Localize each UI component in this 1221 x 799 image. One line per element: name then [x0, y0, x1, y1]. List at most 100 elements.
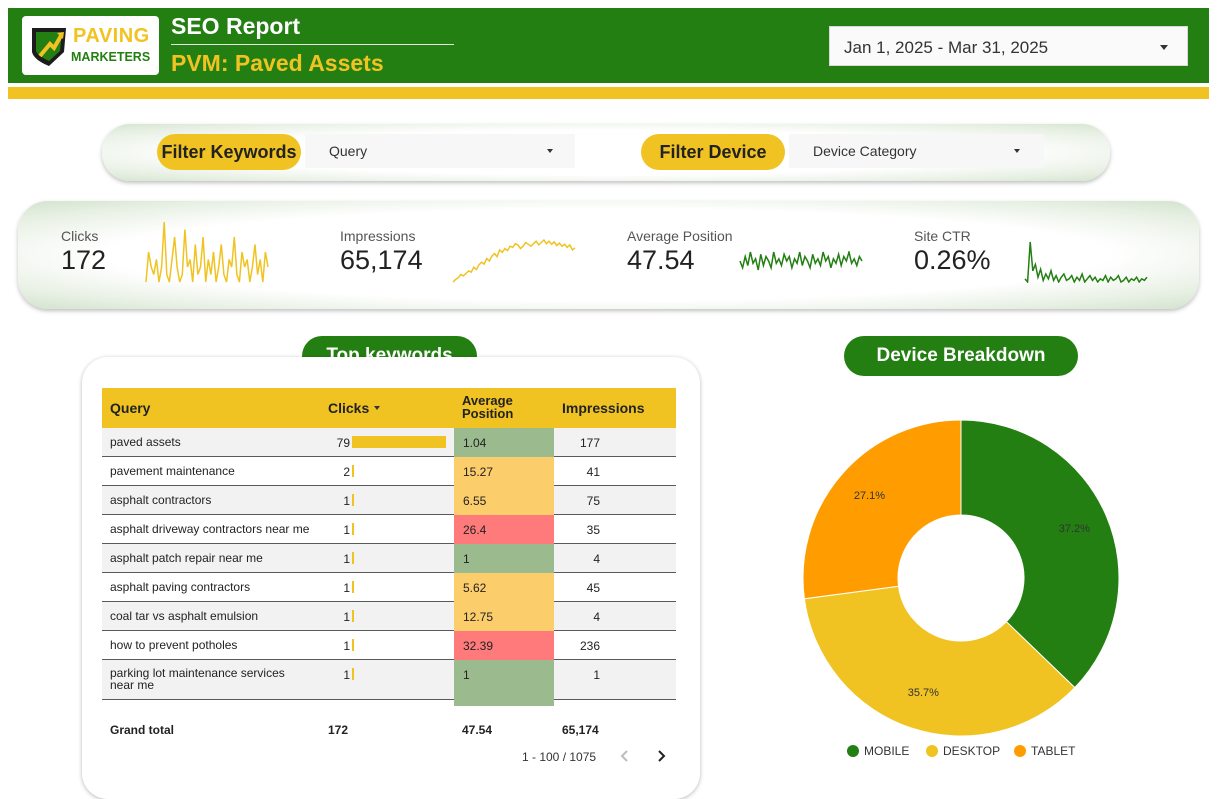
donut-label-desktop: 35.7%: [907, 687, 939, 700]
position-heat-cell: [454, 660, 554, 706]
impressions-sparkline: [452, 239, 576, 283]
cell-impressions: 236: [579, 639, 600, 653]
sort-desc-icon: [374, 406, 380, 410]
position-heat-cell: [454, 486, 554, 515]
cell-average-position: 1: [463, 668, 470, 682]
position-heat-cell: [454, 631, 554, 660]
position-heat-cell: [454, 573, 554, 602]
legend-dot-tablet: [1014, 745, 1026, 757]
clicks-bar: [352, 552, 354, 564]
position-heat-cell: [454, 428, 554, 457]
report-subtitle: PVM: Paved Assets: [171, 50, 384, 76]
prev-page-icon[interactable]: [618, 749, 632, 763]
cell-query: asphalt paving contractors: [110, 580, 251, 594]
legend-label-mobile: MOBILE: [864, 744, 910, 758]
clicks-bar: [352, 581, 354, 593]
cell-impressions: 4: [593, 552, 600, 566]
column-header-position[interactable]: Average Position: [462, 393, 514, 421]
device-breakdown-donut-chart: [802, 419, 1120, 737]
table-row[interactable]: asphalt contractors 1 6.55 75: [102, 486, 676, 515]
cell-query: coal tar vs asphalt emulsion: [110, 609, 259, 623]
cell-clicks: 2: [343, 465, 350, 479]
table-row[interactable]: coal tar vs asphalt emulsion 1 12.75 4: [102, 602, 676, 631]
header-accent-strip: [8, 87, 1209, 99]
position-heat-cell: [454, 602, 554, 631]
cell-impressions: 41: [586, 465, 600, 479]
cell-clicks: 1: [343, 494, 350, 508]
legend-dot-mobile: [847, 745, 859, 757]
sparkline-series-line: [145, 221, 269, 283]
date-range-picker[interactable]: Jan 1, 2025 - Mar 31, 2025: [829, 26, 1188, 66]
kpi-ctr-value: 0.26%: [914, 245, 991, 275]
cell-impressions: 1: [593, 668, 600, 682]
filter-bar: Filter Keywords Query Filter Device Devi…: [102, 124, 1110, 181]
legend-label-desktop: DESKTOP: [943, 744, 1001, 758]
report-title: SEO Report: [171, 13, 301, 39]
cell-clicks: 1: [343, 610, 350, 624]
grand-total-position: 47.54: [462, 723, 493, 737]
logo-text-bottom: MARKETERS: [71, 50, 151, 64]
donut-label-tablet: 27.1%: [853, 490, 886, 503]
position-heat-cell: [454, 515, 554, 544]
chevron-down-icon: [1014, 149, 1020, 153]
table-row[interactable]: paved assets 79 1.04 177: [102, 428, 676, 457]
donut-slice-mobile[interactable]: [960, 419, 1120, 689]
table-row[interactable]: asphalt paving contractors 1 5.62 45: [102, 573, 676, 602]
table-header: Query Clicks Average Position Impression…: [102, 388, 676, 428]
kpi-ctr-label: Site CTR: [914, 228, 971, 244]
cell-average-position: 5.62: [463, 581, 487, 595]
sparkline-series-line: [452, 239, 576, 283]
grand-total-impressions: 65,174: [562, 723, 599, 737]
kpi-position-label: Average Position: [627, 228, 733, 244]
cell-clicks: 1: [343, 552, 350, 566]
sparkline-series-line: [1024, 241, 1148, 283]
column-header-query[interactable]: Query: [110, 400, 151, 416]
cell-query: parking lot maintenance services near me: [110, 666, 285, 692]
query-filter-select[interactable]: Query: [305, 134, 575, 168]
grand-total-clicks: 172: [328, 723, 349, 737]
cell-impressions: 45: [586, 581, 600, 595]
cell-query: paved assets: [110, 435, 181, 449]
device-filter-select[interactable]: Device Category: [789, 134, 1044, 168]
clicks-sparkline: [145, 221, 269, 283]
donut-slice-desktop[interactable]: [803, 585, 1076, 737]
kpi-impressions-label: Impressions: [340, 228, 416, 244]
cell-average-position: 26.4: [463, 523, 487, 537]
cell-query: how to prevent potholes: [110, 638, 238, 652]
cell-query: asphalt driveway contractors near me: [110, 522, 310, 536]
table-row[interactable]: asphalt patch repair near me 1 1 4: [102, 544, 676, 573]
cell-impressions: 177: [579, 436, 600, 450]
cell-average-position: 12.75: [463, 610, 494, 624]
table-row[interactable]: pavement maintenance 2 15.27 41: [102, 457, 676, 486]
logo-text-top: PAVING: [73, 25, 150, 47]
device-breakdown-title: Device Breakdown: [844, 336, 1078, 376]
clicks-bar: [352, 610, 354, 622]
company-logo: PAVING MARKETERS: [22, 16, 159, 75]
cell-clicks: 1: [343, 523, 350, 537]
ctr-sparkline: [1024, 241, 1148, 283]
column-header-clicks-label: Clicks: [328, 400, 370, 416]
cell-query: asphalt contractors: [110, 493, 212, 507]
column-header-impressions[interactable]: Impressions: [562, 400, 645, 416]
clicks-bar: [352, 639, 354, 651]
cell-impressions: 35: [586, 523, 600, 537]
filter-device-label: Filter Device: [641, 134, 785, 170]
donut-label-mobile: 37.2%: [1058, 523, 1090, 536]
sparkline-series-line: [739, 251, 863, 271]
cell-average-position: 6.55: [463, 494, 487, 508]
cell-clicks: 1: [343, 581, 350, 595]
cell-clicks: 1: [343, 668, 350, 682]
cell-impressions: 75: [586, 494, 600, 508]
table-row[interactable]: parking lot maintenance services near me…: [102, 660, 676, 706]
logo-emblem-icon: [32, 28, 66, 66]
table-row[interactable]: asphalt driveway contractors near me 1 26.…: [102, 515, 676, 544]
grand-total-label: Grand total: [110, 723, 175, 737]
donut-slice-tablet[interactable]: [802, 419, 962, 600]
filter-keywords-label: Filter Keywords: [157, 134, 301, 170]
next-page-icon[interactable]: [654, 749, 668, 763]
kpi-clicks-label: Clicks: [61, 228, 99, 244]
chevron-down-icon: [1160, 45, 1168, 50]
legend-dot-desktop: [926, 745, 938, 757]
table-row[interactable]: how to prevent potholes 1 32.39 236: [102, 631, 676, 660]
column-header-clicks[interactable]: Clicks: [328, 400, 380, 416]
